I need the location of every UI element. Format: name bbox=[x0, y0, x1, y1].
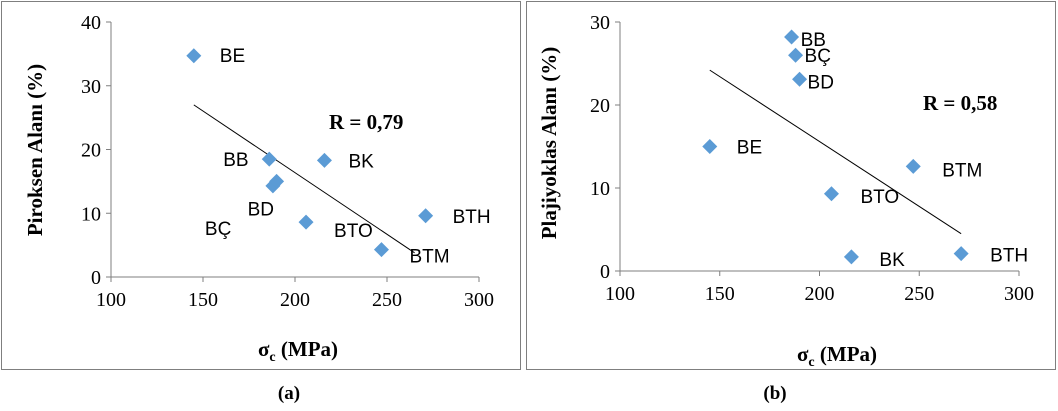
data-point bbox=[792, 71, 808, 87]
chart-frame-b bbox=[526, 1, 1056, 370]
point-label: BTM bbox=[942, 160, 982, 181]
data-point bbox=[702, 139, 718, 154]
x-tick-label: 250 bbox=[372, 289, 402, 311]
data-point bbox=[784, 29, 800, 45]
r-annotation: R = 0,58 bbox=[923, 91, 997, 115]
x-tick-label: 250 bbox=[904, 283, 934, 305]
data-point bbox=[298, 214, 314, 230]
caption-b: (b) bbox=[763, 383, 787, 404]
data-point bbox=[418, 208, 434, 224]
x-tick-label: 300 bbox=[464, 289, 494, 311]
point-label: BÇ bbox=[805, 46, 831, 67]
x-tick-label: 150 bbox=[705, 283, 735, 305]
point-label: BK bbox=[879, 250, 905, 271]
point-label: BD bbox=[248, 199, 274, 220]
x-tick-label: 100 bbox=[605, 283, 635, 305]
chart-frame-a bbox=[1, 1, 521, 370]
trendline bbox=[709, 69, 962, 235]
x-axis-label: σc (MPa) bbox=[797, 342, 877, 370]
y-tick-label: 30 bbox=[590, 12, 610, 34]
y-tick-label: 0 bbox=[91, 267, 101, 289]
x-tick-label: 100 bbox=[96, 289, 126, 311]
x-tick-label: 200 bbox=[280, 289, 310, 311]
point-label: BTM bbox=[409, 247, 449, 268]
point-label: BTH bbox=[990, 246, 1028, 267]
data-point bbox=[788, 47, 804, 63]
y-tick-label: 10 bbox=[81, 203, 101, 225]
trendline bbox=[193, 104, 415, 254]
point-label: BÇ bbox=[205, 219, 231, 240]
point-label: BB bbox=[801, 30, 826, 51]
x-axis-label: σc (MPa) bbox=[258, 337, 338, 365]
point-label: BK bbox=[348, 151, 374, 172]
x-tick-label: 300 bbox=[1004, 283, 1034, 305]
y-tick-label: 20 bbox=[590, 95, 610, 117]
y-tick-label: 0 bbox=[600, 261, 610, 283]
point-label: BE bbox=[737, 138, 762, 159]
r-annotation: R = 0,79 bbox=[329, 110, 403, 134]
y-tick-label: 20 bbox=[81, 140, 101, 162]
point-label: BE bbox=[220, 46, 245, 67]
point-label: BTO bbox=[860, 187, 899, 208]
y-axis-label: Plajiyoklas Alanı (%) bbox=[537, 47, 561, 240]
x-tick-label: 200 bbox=[805, 283, 835, 305]
caption-a: (a) bbox=[277, 383, 301, 404]
data-point bbox=[953, 246, 969, 262]
point-label: BTH bbox=[453, 207, 491, 228]
data-point bbox=[843, 249, 859, 265]
y-tick-label: 40 bbox=[81, 12, 101, 34]
data-point bbox=[373, 242, 389, 258]
y-tick-label: 10 bbox=[590, 178, 610, 200]
data-point bbox=[269, 173, 285, 189]
data-point bbox=[316, 152, 332, 168]
y-tick-label: 30 bbox=[81, 76, 101, 98]
data-point bbox=[261, 151, 277, 167]
data-point bbox=[823, 186, 839, 202]
data-point bbox=[905, 158, 921, 174]
x-tick-label: 150 bbox=[188, 289, 218, 311]
point-label: BB bbox=[223, 150, 248, 171]
point-label: BD bbox=[808, 72, 834, 93]
data-point bbox=[186, 48, 202, 64]
y-axis-label: Piroksen Alanı (%) bbox=[23, 64, 47, 236]
point-label: BTO bbox=[334, 221, 373, 242]
